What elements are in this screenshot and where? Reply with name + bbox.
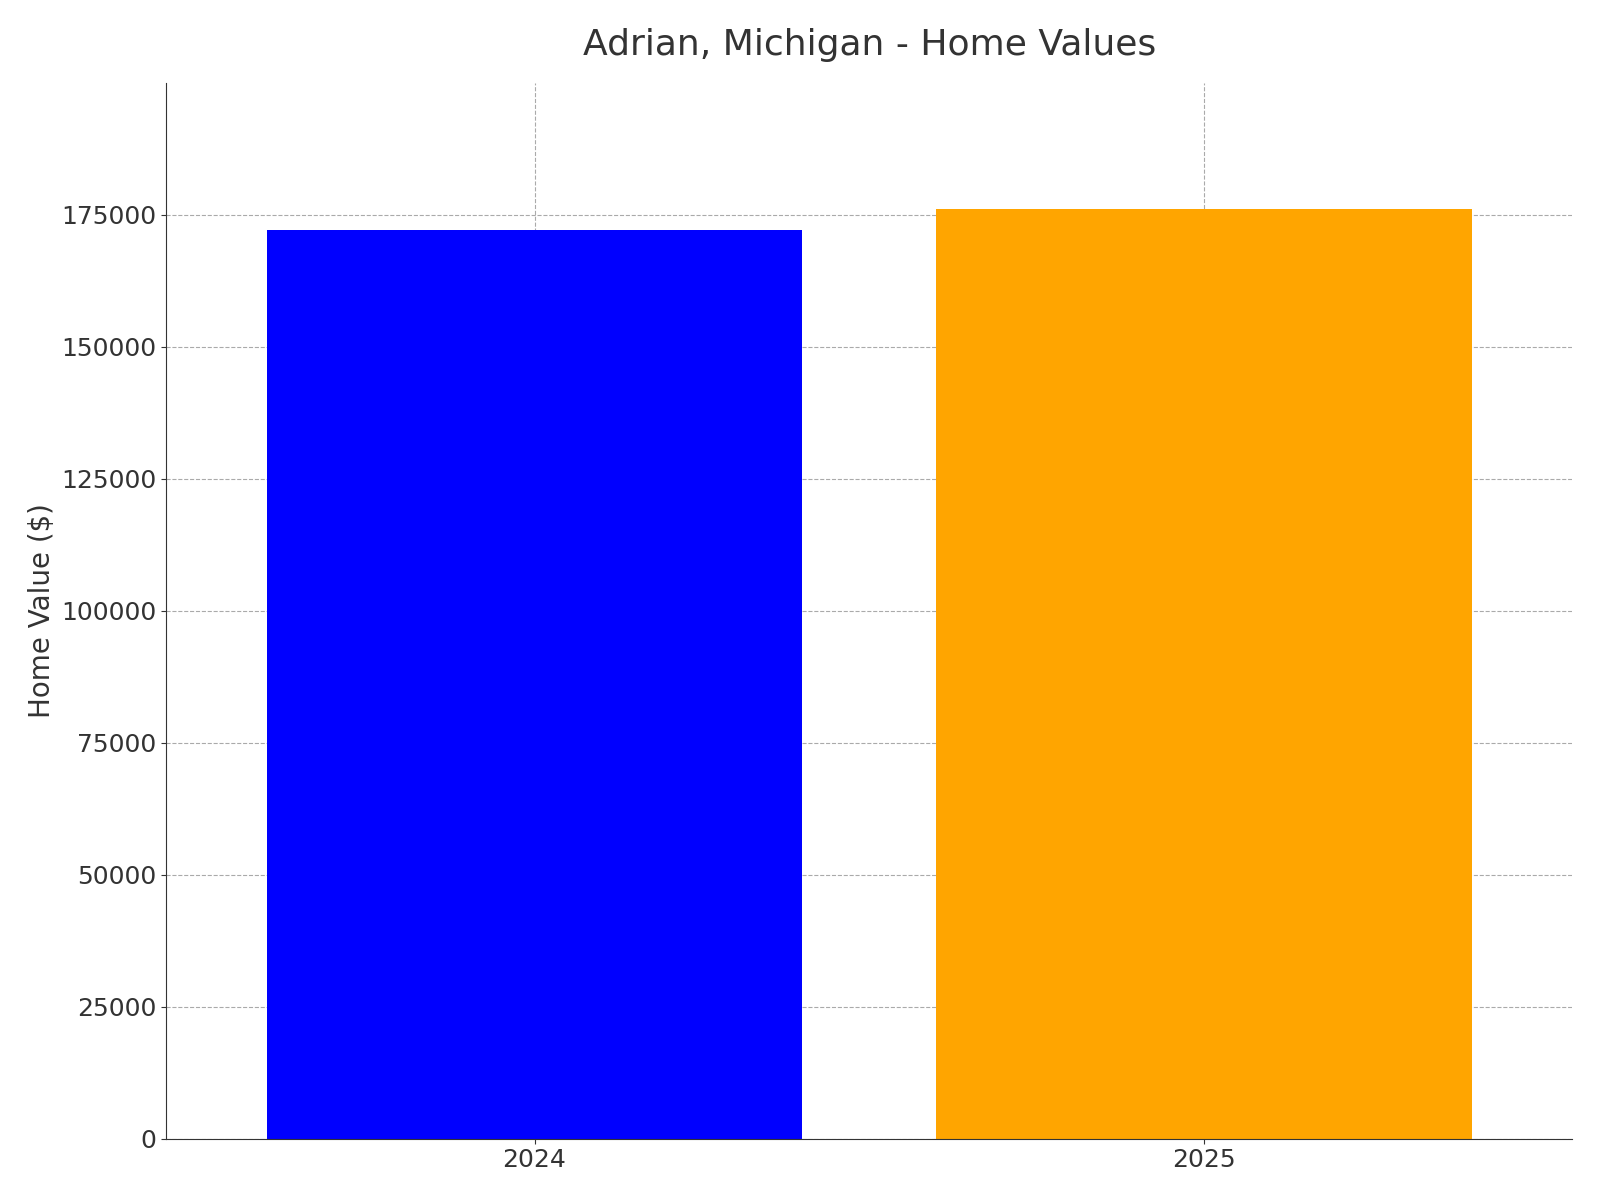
Y-axis label: Home Value ($): Home Value ($) — [27, 503, 56, 718]
Bar — [936, 209, 1472, 1139]
Title: Adrian, Michigan - Home Values: Adrian, Michigan - Home Values — [582, 28, 1155, 61]
Bar — [267, 230, 802, 1139]
